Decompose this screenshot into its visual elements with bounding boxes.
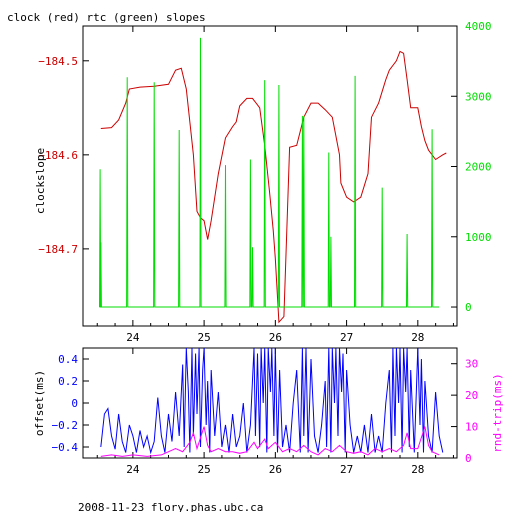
upper-y-tick-label-1: −184.6 [38,149,78,162]
upper-series-0-line [100,50,447,324]
upper-x-tick-label-2: 26 [269,331,282,344]
upper-series-group [99,37,447,324]
upper-y2-tick-label-3: 3000 [465,90,492,103]
lower-y-tick-label-4: −0.4 [52,441,79,454]
upper-y-axis-label: clockslope [34,148,47,214]
lower-y2-tick-label-1: 10 [465,421,478,434]
lower-x-tick-label-1: 25 [197,463,210,476]
lower-y-tick-label-0: 0.4 [58,353,78,366]
upper-y2-tick-label-2: 2000 [465,161,492,174]
lower-y-tick-label-2: 0 [71,397,78,410]
upper-plot-frame [82,25,458,327]
upper-x-tick-label-3: 27 [340,331,353,344]
upper-x-tick-label-4: 28 [411,331,424,344]
lower-y2-tick-label-2: 20 [465,389,478,402]
upper-y-tick-label-2: −184.7 [38,243,78,256]
upper-axis-ticks: 24 25 26 27 28 −184.5 −184.6 −184.7 0 1000 2000 300… [38,20,491,344]
lower-x-tick-label-2: 26 [269,463,282,476]
lower-y-axis-label: offset(ms) [33,370,46,436]
lower-axis-ticks: 24 25 26 27 28 0.4 0.2 0 −0.2 −0.4 0 10 20 30 [52,348,478,476]
upper-x-tick-label-1: 25 [197,331,210,344]
upper-y2-tick-label-4: 4000 [465,20,492,33]
lower-series-0-line [100,347,444,455]
lower-y2-tick-label-0: 0 [465,452,472,465]
lower-x-tick-label-0: 24 [126,463,140,476]
upper-y2-tick-label-0: 0 [465,301,472,314]
upper-series-1-line [99,37,440,308]
lower-series-1-line [100,426,440,457]
lower-y2-tick-label-3: 30 [465,358,478,371]
lower-x-tick-label-4: 28 [411,463,424,476]
lower-x-tick-label-3: 27 [340,463,353,476]
footer-host-date: 2008-11-23 flory.phas.ubc.ca [78,501,263,512]
lower-y2-axis-label: rnd-trip(ms) [491,373,504,452]
upper-y2-tick-label-1: 1000 [465,231,492,244]
upper-x-tick-label-0: 24 [126,331,140,344]
upper-y-tick-label-0: −184.5 [38,55,78,68]
lower-y-tick-label-1: 0.2 [58,375,78,388]
lower-series-group [100,347,444,457]
chart-title: clock (red) rtc (green) slopes [7,11,206,24]
lower-y-tick-label-3: −0.2 [52,419,79,432]
